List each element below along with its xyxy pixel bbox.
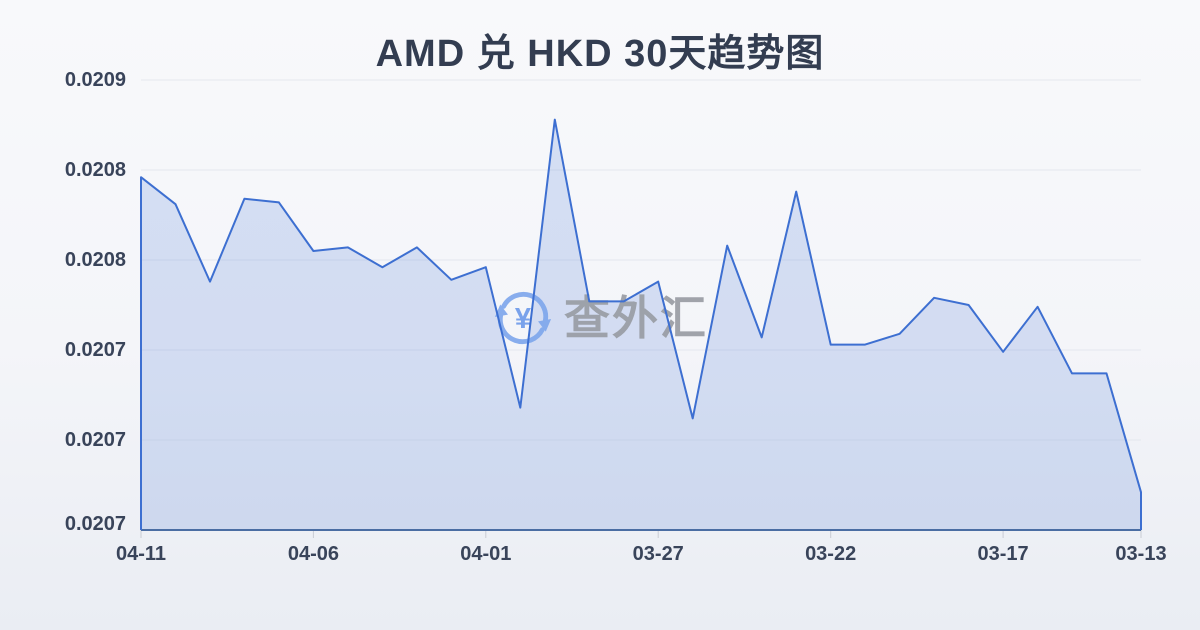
- page-title: AMD 兑 HKD 30天趋势图: [375, 33, 825, 75]
- x-tick-label: 03-13: [1115, 543, 1167, 565]
- y-tick-label: 0.0209: [64, 69, 126, 91]
- y-tick-label: 0.0208: [64, 159, 126, 181]
- x-tick-label: 04-01: [460, 543, 512, 565]
- y-tick-label: 0.0207: [64, 339, 126, 361]
- y-tick-label: 0.0207: [64, 513, 126, 535]
- x-tick-label: 03-22: [805, 543, 857, 565]
- x-tick-label: 04-06: [287, 543, 339, 565]
- y-tick-label: 0.0207: [64, 429, 126, 451]
- x-tick-label: 03-17: [977, 543, 1029, 565]
- x-tick-label: 03-27: [632, 543, 684, 565]
- y-tick-label: 0.0208: [64, 249, 126, 271]
- x-tick-label: 04-11: [115, 543, 167, 565]
